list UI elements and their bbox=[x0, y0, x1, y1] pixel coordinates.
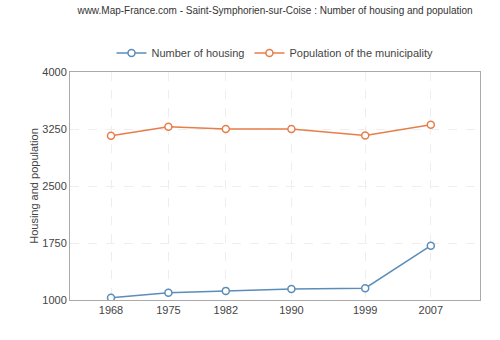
svg-text:1990: 1990 bbox=[279, 304, 303, 316]
svg-text:2007: 2007 bbox=[419, 304, 443, 316]
svg-text:1999: 1999 bbox=[353, 304, 377, 316]
svg-text:2500: 2500 bbox=[42, 180, 66, 192]
svg-text:Number of housing: Number of housing bbox=[152, 47, 245, 59]
svg-text:Population of the municipality: Population of the municipality bbox=[289, 47, 433, 59]
svg-text:1750: 1750 bbox=[42, 237, 66, 249]
svg-text:www.Map-France.com - Saint-Sym: www.Map-France.com - Saint-Symphorien-su… bbox=[76, 5, 472, 16]
svg-text:4000: 4000 bbox=[42, 66, 66, 78]
svg-text:1975: 1975 bbox=[156, 304, 180, 316]
svg-text:1968: 1968 bbox=[99, 304, 123, 316]
svg-text:1000: 1000 bbox=[42, 294, 66, 306]
svg-text:Housing and population: Housing and population bbox=[28, 128, 40, 244]
svg-text:3250: 3250 bbox=[42, 123, 66, 135]
svg-text:1982: 1982 bbox=[214, 304, 238, 316]
